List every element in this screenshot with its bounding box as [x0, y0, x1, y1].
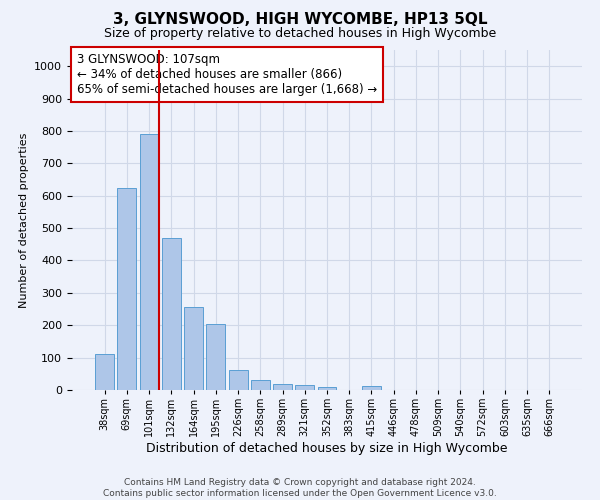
Bar [317, 387, 337, 390]
Text: 3, GLYNSWOOD, HIGH WYCOMBE, HP13 5QL: 3, GLYNSWOOD, HIGH WYCOMBE, HP13 5QL [113, 12, 487, 28]
Text: Size of property relative to detached houses in High Wycombe: Size of property relative to detached ho… [104, 28, 496, 40]
Bar [251, 380, 270, 390]
Bar [362, 386, 381, 390]
Bar [95, 354, 114, 390]
Bar [162, 238, 181, 390]
Bar [184, 308, 203, 390]
Bar [140, 134, 158, 390]
Y-axis label: Number of detached properties: Number of detached properties [19, 132, 29, 308]
Bar [118, 188, 136, 390]
Bar [206, 324, 225, 390]
Bar [229, 370, 248, 390]
X-axis label: Distribution of detached houses by size in High Wycombe: Distribution of detached houses by size … [146, 442, 508, 455]
Bar [295, 386, 314, 390]
Bar [273, 384, 292, 390]
Text: Contains HM Land Registry data © Crown copyright and database right 2024.
Contai: Contains HM Land Registry data © Crown c… [103, 478, 497, 498]
Text: 3 GLYNSWOOD: 107sqm
← 34% of detached houses are smaller (866)
65% of semi-detac: 3 GLYNSWOOD: 107sqm ← 34% of detached ho… [77, 54, 377, 96]
